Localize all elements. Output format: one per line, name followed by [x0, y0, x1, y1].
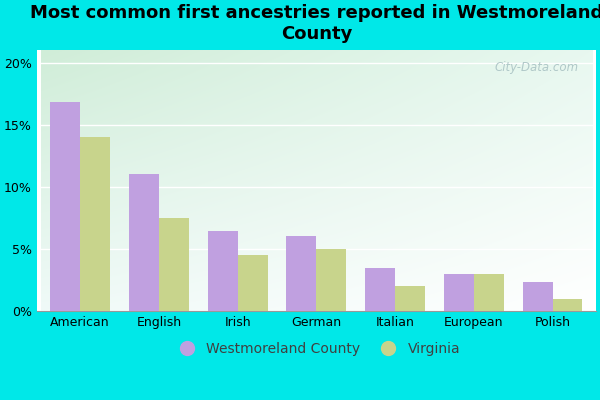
Bar	[474, 274, 504, 311]
Bar	[365, 268, 395, 311]
Text: City-Data.com: City-Data.com	[495, 60, 579, 74]
Bar	[80, 137, 110, 311]
Legend: Westmoreland County, Virginia: Westmoreland County, Virginia	[167, 336, 466, 362]
Bar	[238, 255, 268, 311]
Bar	[286, 236, 316, 311]
Bar	[316, 249, 346, 311]
Bar	[208, 232, 238, 311]
Bar	[553, 298, 583, 311]
Bar	[159, 218, 189, 311]
Title: Most common first ancestries reported in Westmoreland
County: Most common first ancestries reported in…	[30, 4, 600, 43]
Bar	[395, 286, 425, 311]
Bar	[444, 274, 474, 311]
Bar	[50, 102, 80, 311]
Bar	[129, 174, 159, 311]
Bar	[523, 282, 553, 311]
